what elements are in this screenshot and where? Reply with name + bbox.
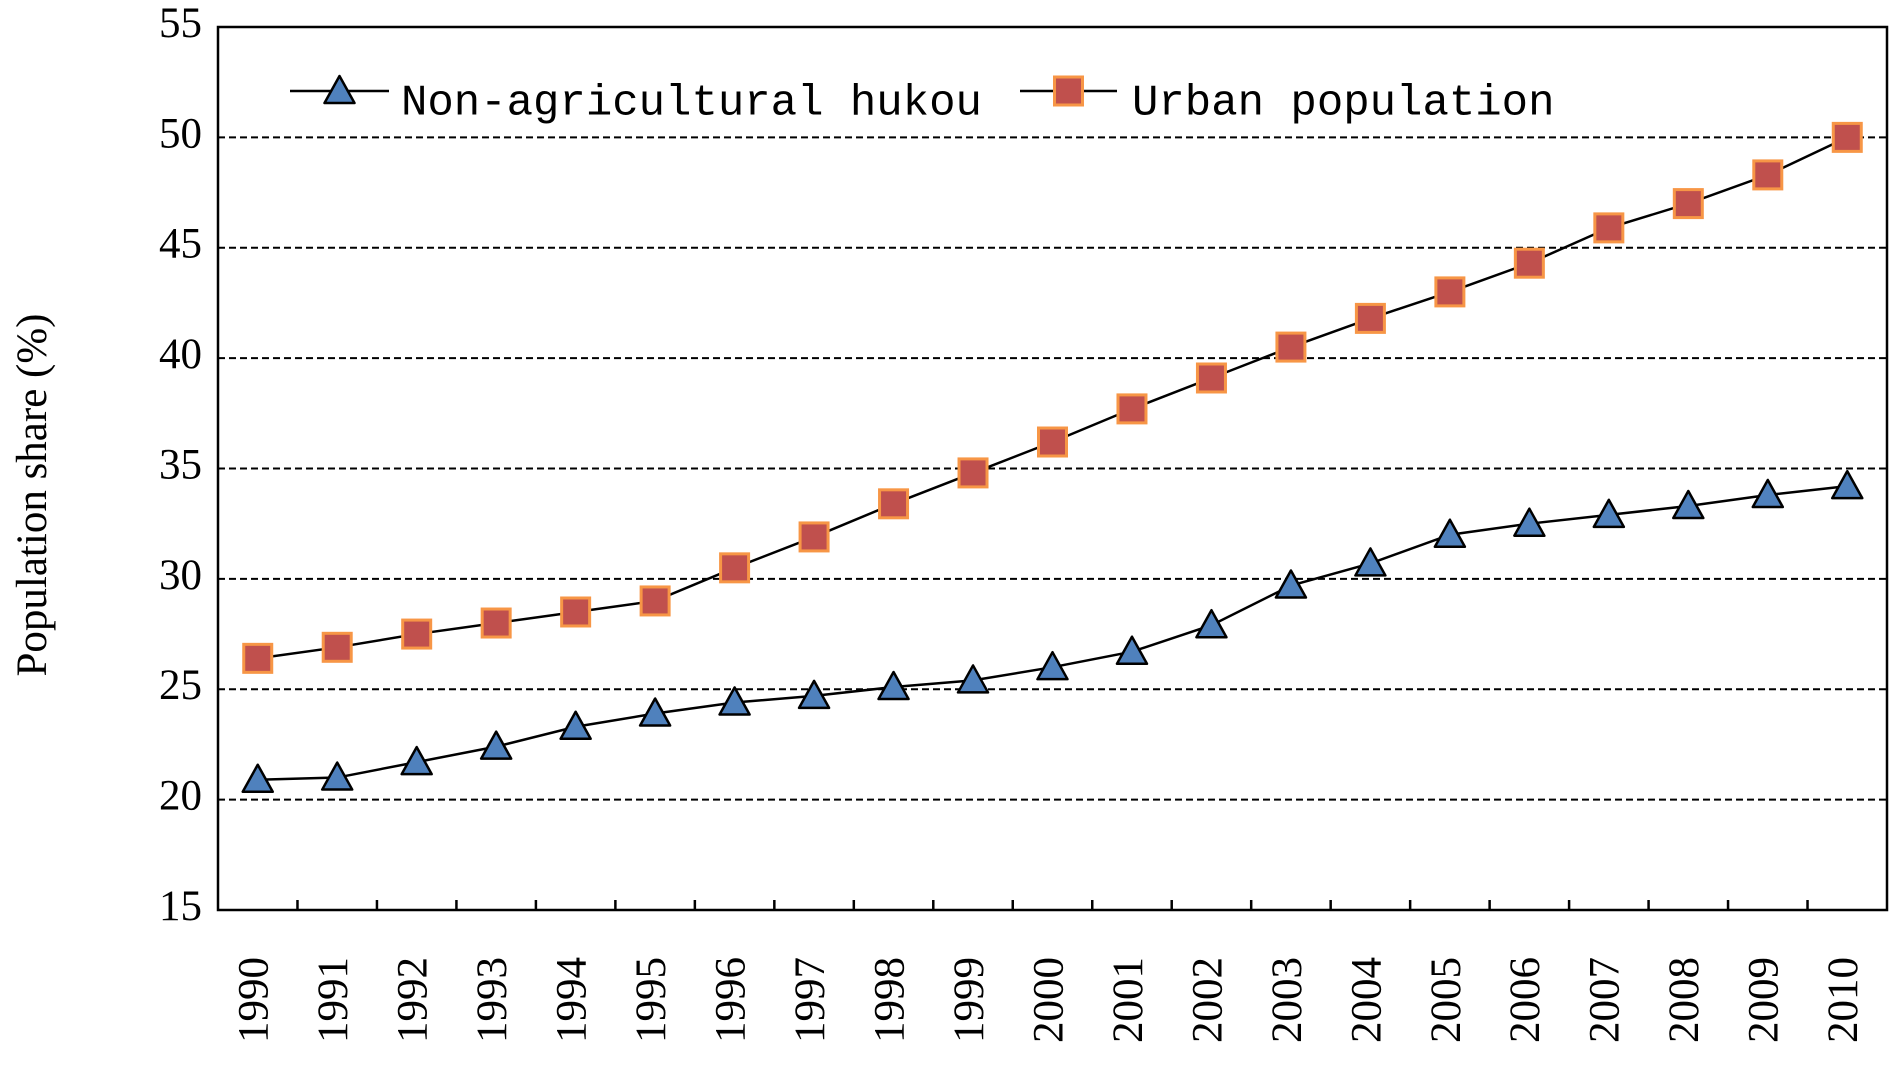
- triangle-marker: [1672, 489, 1705, 520]
- x-tick-label: 1997: [787, 957, 834, 1043]
- square-marker: [1513, 247, 1545, 279]
- y-tick-label: 20: [159, 773, 202, 820]
- x-tick-label: 1994: [549, 957, 596, 1043]
- triangle-marker: [877, 670, 910, 701]
- square-marker: [1195, 362, 1227, 394]
- x-tick-label: 1998: [866, 957, 913, 1043]
- triangle-marker: [1274, 569, 1308, 599]
- x-tick-label: 1999: [946, 957, 993, 1043]
- triangle-marker: [1592, 498, 1626, 529]
- x-tick-label: 2003: [1264, 957, 1311, 1043]
- triangle-marker: [1195, 608, 1228, 639]
- legend-marker: [323, 74, 356, 105]
- x-tick-label: 1993: [469, 957, 516, 1043]
- x-tick-label: 2001: [1105, 957, 1152, 1043]
- y-tick-label: 40: [159, 331, 202, 378]
- square-marker: [1672, 188, 1704, 220]
- y-tick-label: 30: [159, 552, 202, 599]
- triangle-marker: [559, 710, 592, 741]
- x-tick-label: 2004: [1343, 957, 1390, 1043]
- x-tick-label: 2007: [1582, 957, 1629, 1043]
- y-tick-label: 35: [159, 441, 202, 488]
- square-marker: [1354, 302, 1386, 334]
- square-marker: [878, 488, 910, 520]
- square-marker: [242, 642, 274, 674]
- y-axis-label: Population share (%): [9, 313, 56, 676]
- square-marker: [798, 521, 830, 553]
- square-marker: [560, 596, 592, 628]
- triangle-marker: [1433, 518, 1467, 548]
- square-marker: [401, 618, 433, 650]
- x-tick-label: 2009: [1741, 957, 1788, 1043]
- x-tick-label: 1991: [310, 957, 357, 1043]
- y-tick-label: 45: [159, 221, 202, 268]
- triangle-marker: [320, 761, 354, 791]
- triangle-marker: [1354, 547, 1387, 577]
- square-marker: [1752, 159, 1784, 191]
- triangle-marker: [479, 730, 513, 760]
- y-tick-label: 50: [159, 110, 202, 157]
- legend-label: Urban population: [1132, 79, 1554, 129]
- triangle-marker: [1513, 507, 1546, 537]
- x-tick-label: 2010: [1820, 957, 1867, 1043]
- triangle-marker: [1115, 635, 1149, 665]
- x-tick-label: 2005: [1423, 957, 1470, 1043]
- y-tick-label: 15: [159, 883, 202, 930]
- square-marker: [1831, 121, 1863, 153]
- square-marker: [957, 457, 989, 489]
- square-marker: [639, 585, 671, 617]
- x-tick-label: 2002: [1184, 957, 1231, 1043]
- square-marker: [1434, 276, 1466, 308]
- x-tick-label: 1990: [231, 957, 278, 1043]
- triangle-marker: [718, 686, 751, 716]
- square-marker: [1116, 393, 1148, 425]
- x-tick-label: 2000: [1025, 957, 1072, 1043]
- square-marker: [1593, 212, 1625, 244]
- x-tick-label: 2006: [1502, 957, 1549, 1043]
- legend-label: Non-agricultural hukou: [401, 79, 982, 129]
- triangle-marker: [797, 679, 831, 710]
- plot-frame: [216, 25, 1889, 912]
- triangle-marker: [956, 664, 990, 694]
- x-tick-label: 1995: [628, 957, 675, 1043]
- triangle-marker: [241, 763, 274, 794]
- x-tick-label: 1992: [390, 957, 437, 1043]
- triangle-marker: [638, 697, 672, 727]
- square-marker: [1037, 426, 1068, 458]
- square-marker: [321, 631, 353, 663]
- x-tick-label: 1996: [707, 957, 754, 1043]
- y-tick-label: 55: [159, 0, 202, 47]
- legend-marker: [1053, 75, 1084, 107]
- triangle-marker: [1831, 469, 1864, 500]
- y-tick-label: 25: [159, 662, 202, 709]
- square-marker: [719, 552, 751, 584]
- x-tick-label: 2008: [1661, 957, 1708, 1043]
- triangle-marker: [1036, 650, 1069, 681]
- square-marker: [1275, 331, 1307, 363]
- square-marker: [480, 607, 512, 639]
- triangle-marker: [400, 745, 433, 776]
- triangle-marker: [1751, 478, 1785, 509]
